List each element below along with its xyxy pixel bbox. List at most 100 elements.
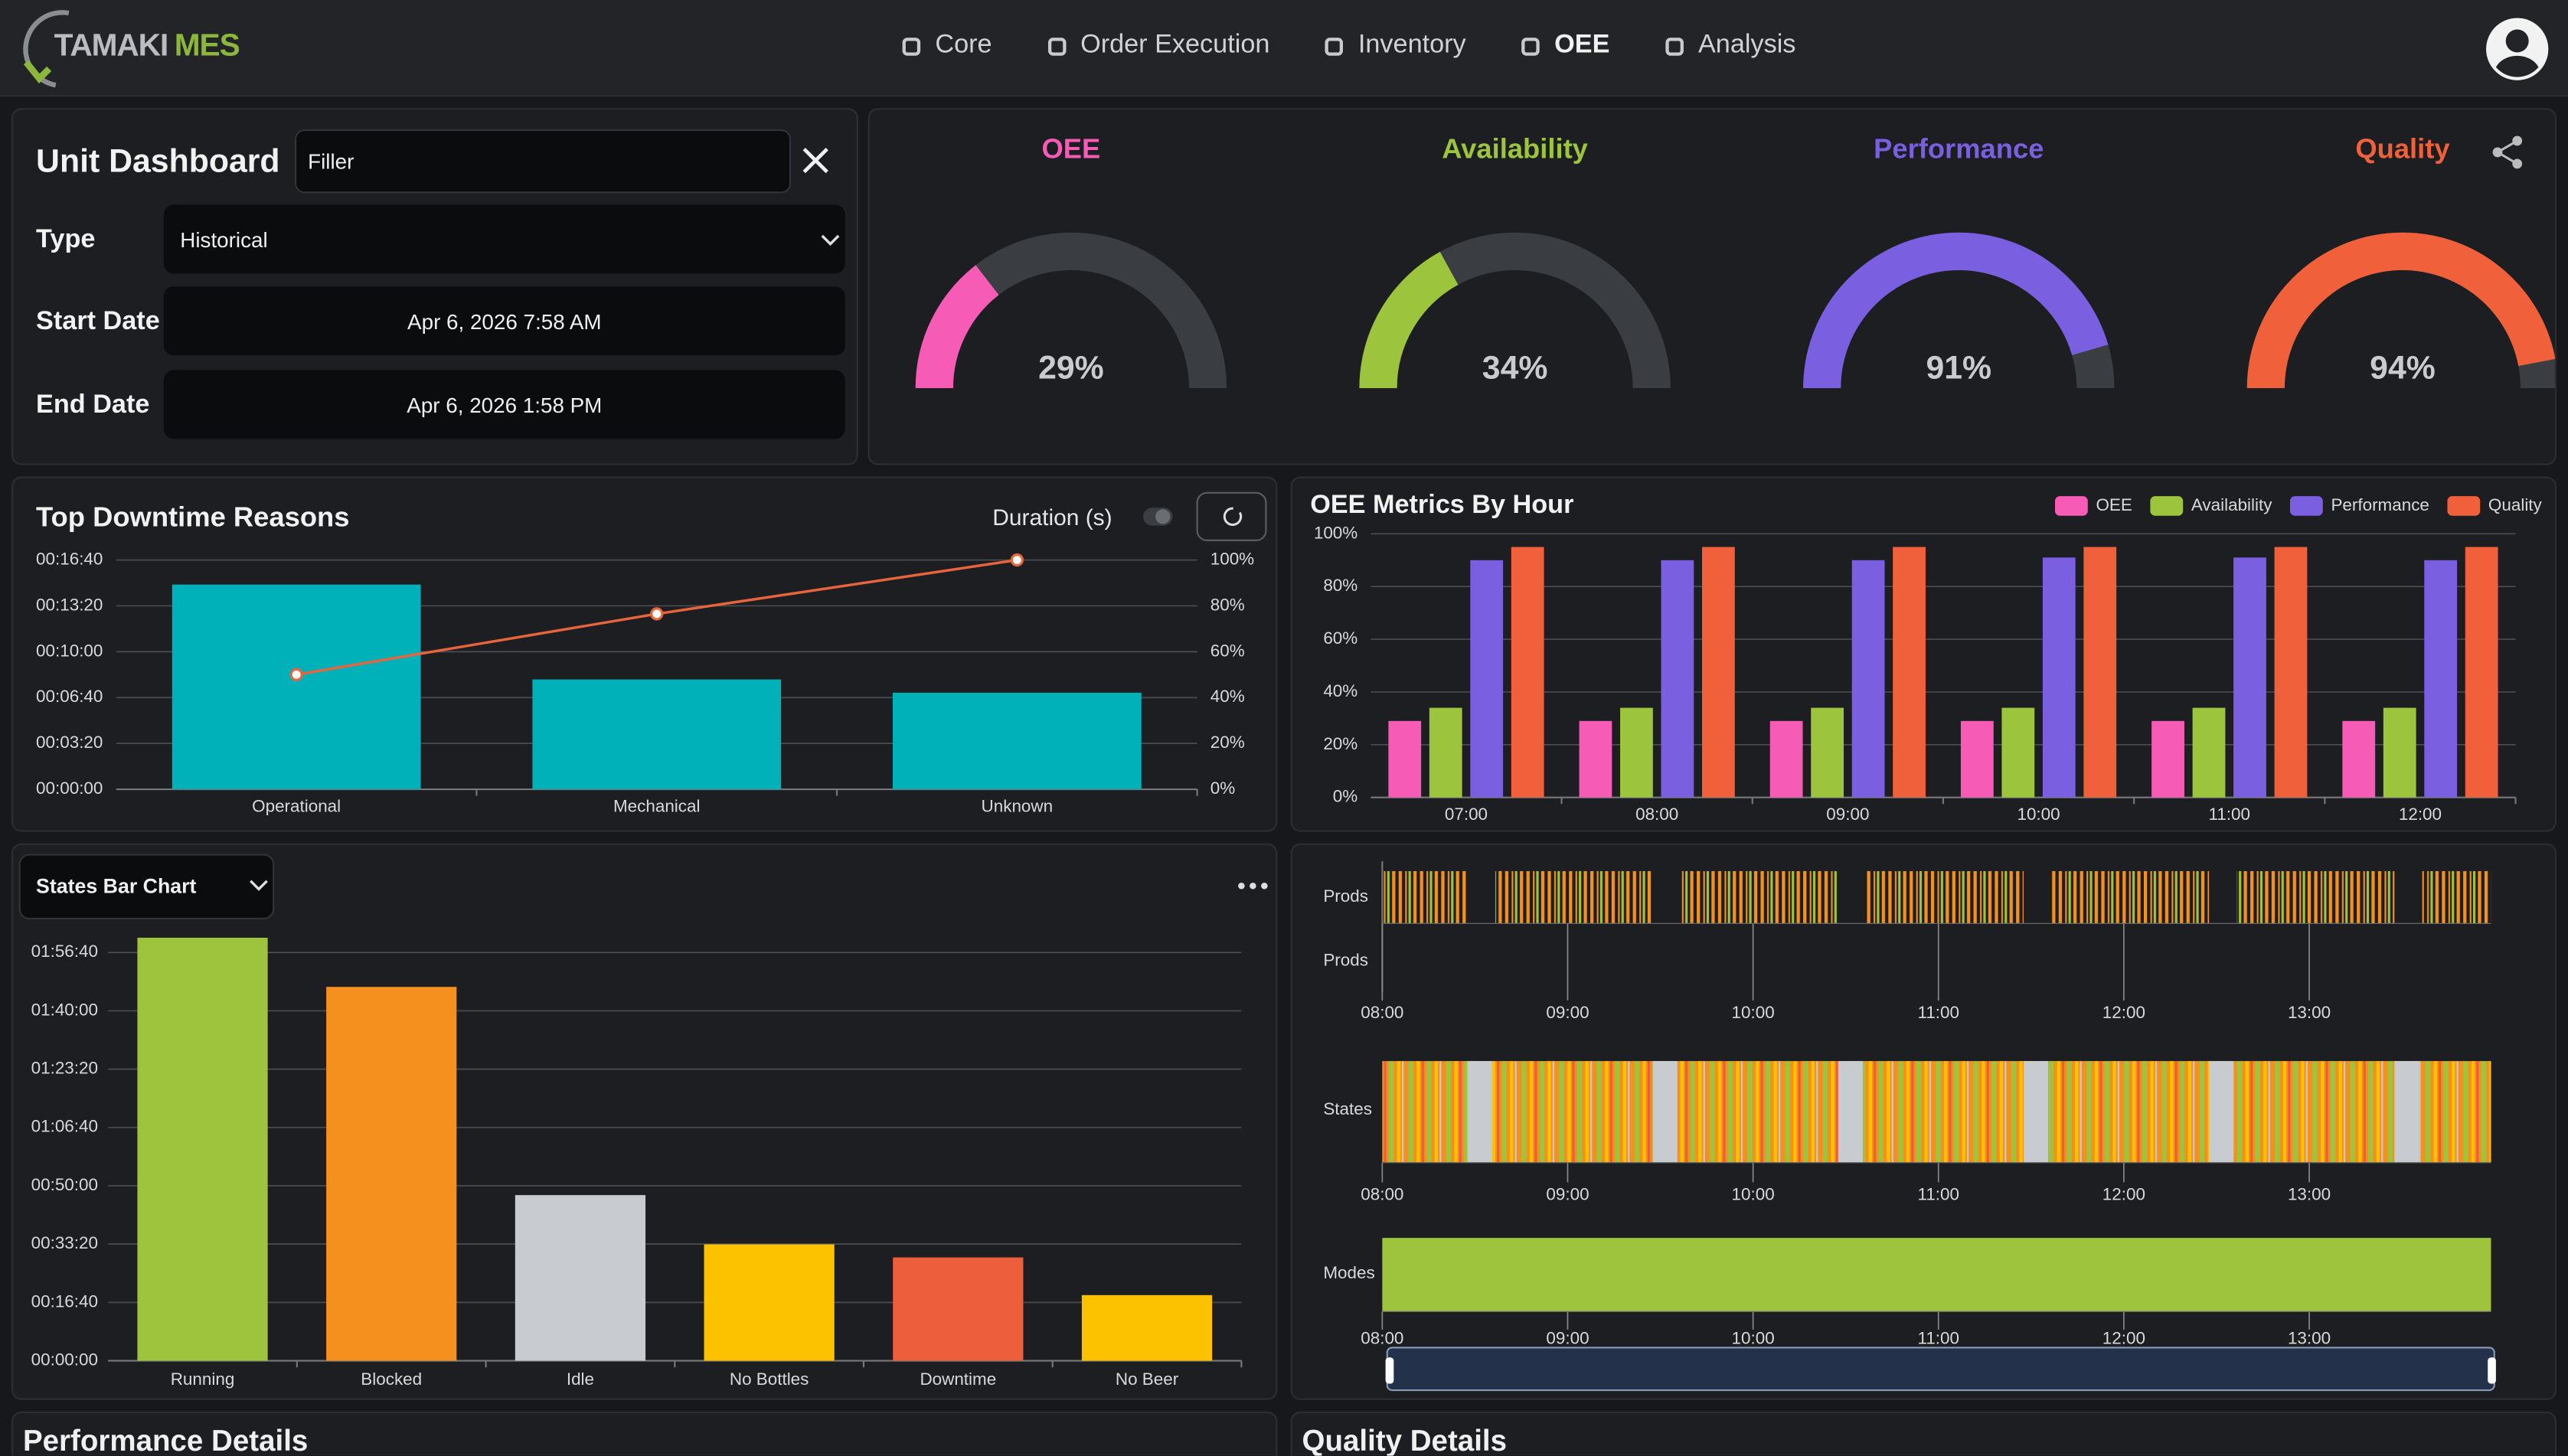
states-band [1382,1061,2491,1163]
gauge-name: Availability [1442,132,1588,164]
gauges: OEE 29% Availability 34% Performance 91% Quali… [915,132,2555,389]
share-icon[interactable] [2492,135,2523,169]
unit-input[interactable]: Filler [295,129,792,194]
oee-hour-chart: OEE Metrics By Hour 0% 20% 40% 60% 80% 100% 07:… [1310,490,2542,824]
nav-icon [1521,37,1540,55]
time-label: 08:00 [1361,1003,1403,1022]
nav-item[interactable]: Inventory [1325,31,1466,61]
x-tick-label: 11:00 [2209,805,2250,824]
prods-gap [2023,869,2052,926]
nav-bar: TAMAKI MES Core Order Execution Inventory OE… [0,0,2568,97]
bar [2424,560,2458,798]
scroll-handle[interactable] [2488,1357,2496,1384]
time-label: 09:00 [1546,1003,1589,1022]
y-tick-label: 00:10:00 [36,641,103,660]
prods-band [1382,870,2491,924]
legend-label: OEE [2096,495,2132,514]
logo [23,10,70,88]
y-tick-label: 00:03:20 [36,733,103,752]
nav-item[interactable]: Analysis [1665,31,1795,61]
nav-item[interactable]: Core [902,31,992,61]
bar [1851,560,1885,798]
performance-panel [11,1411,1278,1456]
form-title: Unit Dashboard [36,144,280,181]
time-label: 10:00 [1732,1329,1775,1348]
x-tick-label: Downtime [920,1369,996,1389]
gauge-value: 34% [1482,350,1548,387]
downtime-chart: Top Downtime Reasons 00:00:00 00:03:20 00:0… [36,491,1267,815]
legend-swatch [2289,496,2323,516]
y2-tick-label: 100% [1210,549,1254,568]
time-label: 10:00 [1732,1003,1775,1022]
bar [2233,557,2266,798]
clear-button[interactable] [799,144,832,177]
y-tick-label: 00:13:20 [36,595,103,614]
time-label: 11:00 [1918,1329,1959,1348]
time-label: 11:00 [1918,1184,1959,1203]
type-select[interactable]: Historical [163,204,845,274]
section-title: Quality Details [1302,1424,1508,1456]
idle-block [2209,1061,2234,1163]
time-label: 13:00 [2288,1003,2331,1022]
refresh-button[interactable] [1196,491,1267,541]
gauge-panel: OEE 29% Availability 34% Performance 91% Quali… [867,108,2557,465]
y2-tick-label: 60% [1210,641,1245,660]
line-point [1010,553,1024,567]
brand[interactable]: TAMAKI MES [54,30,240,66]
time-label: 10:00 [1732,1184,1775,1203]
y-tick-label: 60% [1323,628,1358,648]
nav-item[interactable]: Order Execution [1047,31,1269,61]
legend-label: Availability [2191,495,2272,514]
nav-item[interactable]: OEE [1521,31,1609,61]
y-tick-label: 80% [1323,576,1358,595]
bar [1893,547,1926,798]
gauge-arc [915,265,999,389]
downtime-panel: Top Downtime Reasons 00:00:00 00:03:20 00:0… [11,476,1278,832]
nav-label: OEE [1554,31,1610,60]
gauge-name: Quality [2355,132,2450,164]
nav-menu: Core Order Execution Inventory OEE Analysis [902,31,1852,61]
chevron [250,880,268,891]
legend-swatch [2055,496,2088,516]
refresh-icon [1223,507,1243,527]
y-tick-label: 00:16:40 [36,549,103,568]
start-date[interactable]: Apr 6, 2026 7:58 AM [163,286,845,356]
nav-icon [1047,37,1066,55]
more-menu[interactable] [1238,882,1268,890]
gauge-value: 94% [2370,350,2436,387]
field-label: Start Date [36,308,160,336]
y-tick-label: 20% [1323,734,1358,753]
bar [1769,720,1803,798]
section-title: Performance Details [22,1424,309,1456]
states-panel: 00:00:00 00:16:40 00:33:20 00:50:00 01:06:40… [11,843,1278,1400]
legend-label: Performance [2331,495,2429,514]
bar [2042,557,2076,798]
x-tick-label: Running [171,1369,235,1389]
scrollbar[interactable] [1386,1347,2495,1392]
user-avatar[interactable] [2485,16,2550,82]
chart-select[interactable] [18,854,275,920]
end-date[interactable]: Apr 6, 2026 1:58 PM [163,370,845,439]
y-tick-label: 01:56:40 [31,942,98,961]
bar [2342,720,2376,798]
bar [2083,547,2117,798]
bar [172,584,421,790]
bar [2192,707,2226,798]
y2-tick-label: 0% [1210,779,1235,798]
x-tick-label: No Beer [1116,1369,1179,1389]
bar [2001,707,2035,798]
time-label: 09:00 [1546,1329,1589,1348]
nav-label: Order Execution [1080,31,1270,60]
idle-block [2394,1061,2419,1163]
scroll-handle[interactable] [1385,1357,1394,1384]
bar [2274,547,2308,798]
legend-swatch [2150,496,2184,516]
line-point [289,668,303,681]
field-label: End Date [36,391,150,419]
bar [1081,1294,1213,1361]
x-tick-label: 07:00 [1445,805,1488,824]
bar [1960,720,1994,798]
nav-label: Core [935,31,992,60]
brand-text: MES [174,29,240,64]
